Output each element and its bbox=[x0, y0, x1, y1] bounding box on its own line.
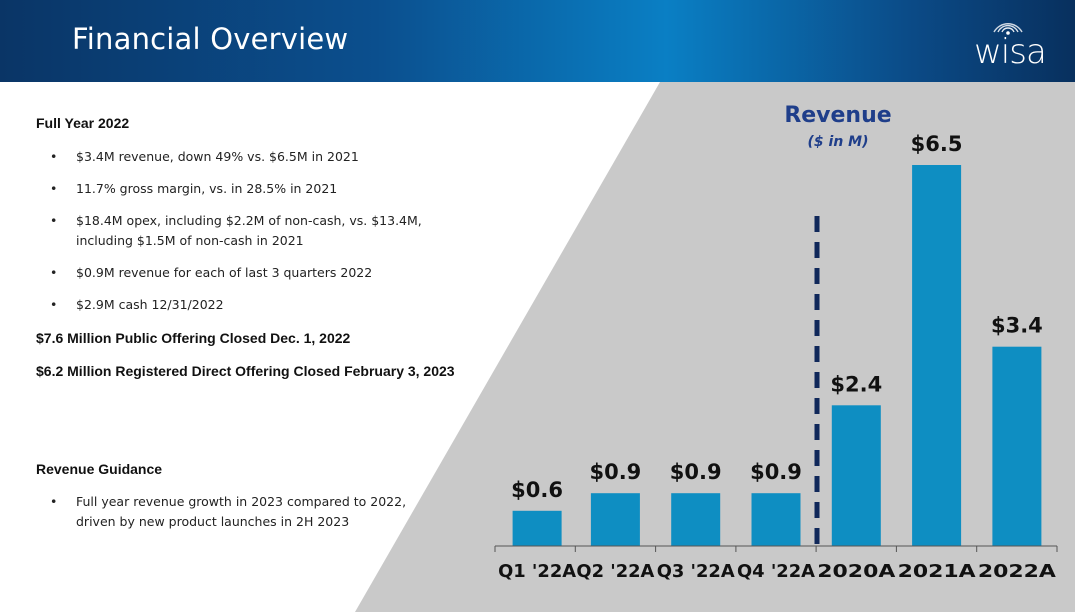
bullet-text: driven by new product launches in 2H 202… bbox=[76, 514, 350, 529]
bullet-text: $18.4M opex, including $2.2M of non-cash… bbox=[76, 213, 422, 228]
full-year-heading: Full Year 2022 bbox=[36, 115, 130, 131]
page-title: Financial Overview bbox=[72, 22, 349, 56]
logo-wordmark: wisa bbox=[974, 32, 1047, 72]
chart-title: Revenue bbox=[784, 103, 891, 128]
chart-background-panel bbox=[355, 82, 1075, 612]
chart-subtitle: ($ in M) bbox=[808, 134, 869, 150]
bullet-dot: • bbox=[50, 265, 58, 280]
bar-0 bbox=[512, 510, 562, 546]
data-label-4: $2.4 bbox=[830, 372, 882, 396]
bar-6 bbox=[992, 346, 1042, 546]
data-label-1: $0.9 bbox=[589, 460, 641, 484]
wisa-logo: wisa bbox=[968, 10, 1058, 72]
offering-1-text: $7.6 Million Public Offering Closed Dec.… bbox=[36, 330, 351, 346]
bullet-text: $2.9M cash 12/31/2022 bbox=[76, 297, 224, 312]
x-tick-label-4: 2020A bbox=[817, 561, 895, 582]
bullet-text: 11.7% gross margin, vs. in 28.5% in 2021 bbox=[76, 181, 338, 196]
bar-2 bbox=[671, 493, 721, 546]
bullet-text: $3.4M revenue, down 49% vs. $6.5M in 202… bbox=[76, 149, 359, 164]
bullet-dot: • bbox=[50, 213, 58, 228]
bullet-dot: • bbox=[50, 181, 58, 196]
data-label-0: $0.6 bbox=[511, 478, 563, 502]
bullet-dot: • bbox=[50, 494, 58, 509]
bullet-dot: • bbox=[50, 297, 58, 312]
bullet-text: including $1.5M of non-cash in 2021 bbox=[76, 233, 304, 248]
bullet-dot: • bbox=[50, 149, 58, 164]
header-banner: Financial Overview wisa bbox=[0, 0, 1075, 82]
bar-5 bbox=[912, 165, 962, 546]
data-label-2: $0.9 bbox=[670, 460, 722, 484]
bullet-text: Full year revenue growth in 2023 compare… bbox=[76, 494, 407, 509]
bar-1 bbox=[590, 493, 640, 546]
guidance-heading: Revenue Guidance bbox=[36, 461, 163, 477]
bar-3 bbox=[751, 493, 801, 546]
x-tick-label-6: 2022A bbox=[978, 561, 1056, 582]
data-label-5: $6.5 bbox=[911, 132, 963, 156]
x-tick-label-1: Q2 '22A bbox=[576, 561, 654, 582]
bar-4 bbox=[831, 405, 881, 546]
offering-2-text: $6.2 Million Registered Direct Offering … bbox=[36, 363, 455, 379]
data-label-6: $3.4 bbox=[991, 314, 1043, 338]
wifi-waves-icon bbox=[993, 23, 1023, 35]
x-tick-label-2: Q3 '22A bbox=[657, 561, 735, 582]
x-tick-label-0: Q1 '22A bbox=[498, 561, 576, 582]
x-tick-label-5: 2021A bbox=[898, 561, 976, 582]
data-label-3: $0.9 bbox=[750, 460, 802, 484]
bullet-text: $0.9M revenue for each of last 3 quarter… bbox=[76, 265, 373, 280]
x-tick-label-3: Q4 '22A bbox=[737, 561, 815, 582]
